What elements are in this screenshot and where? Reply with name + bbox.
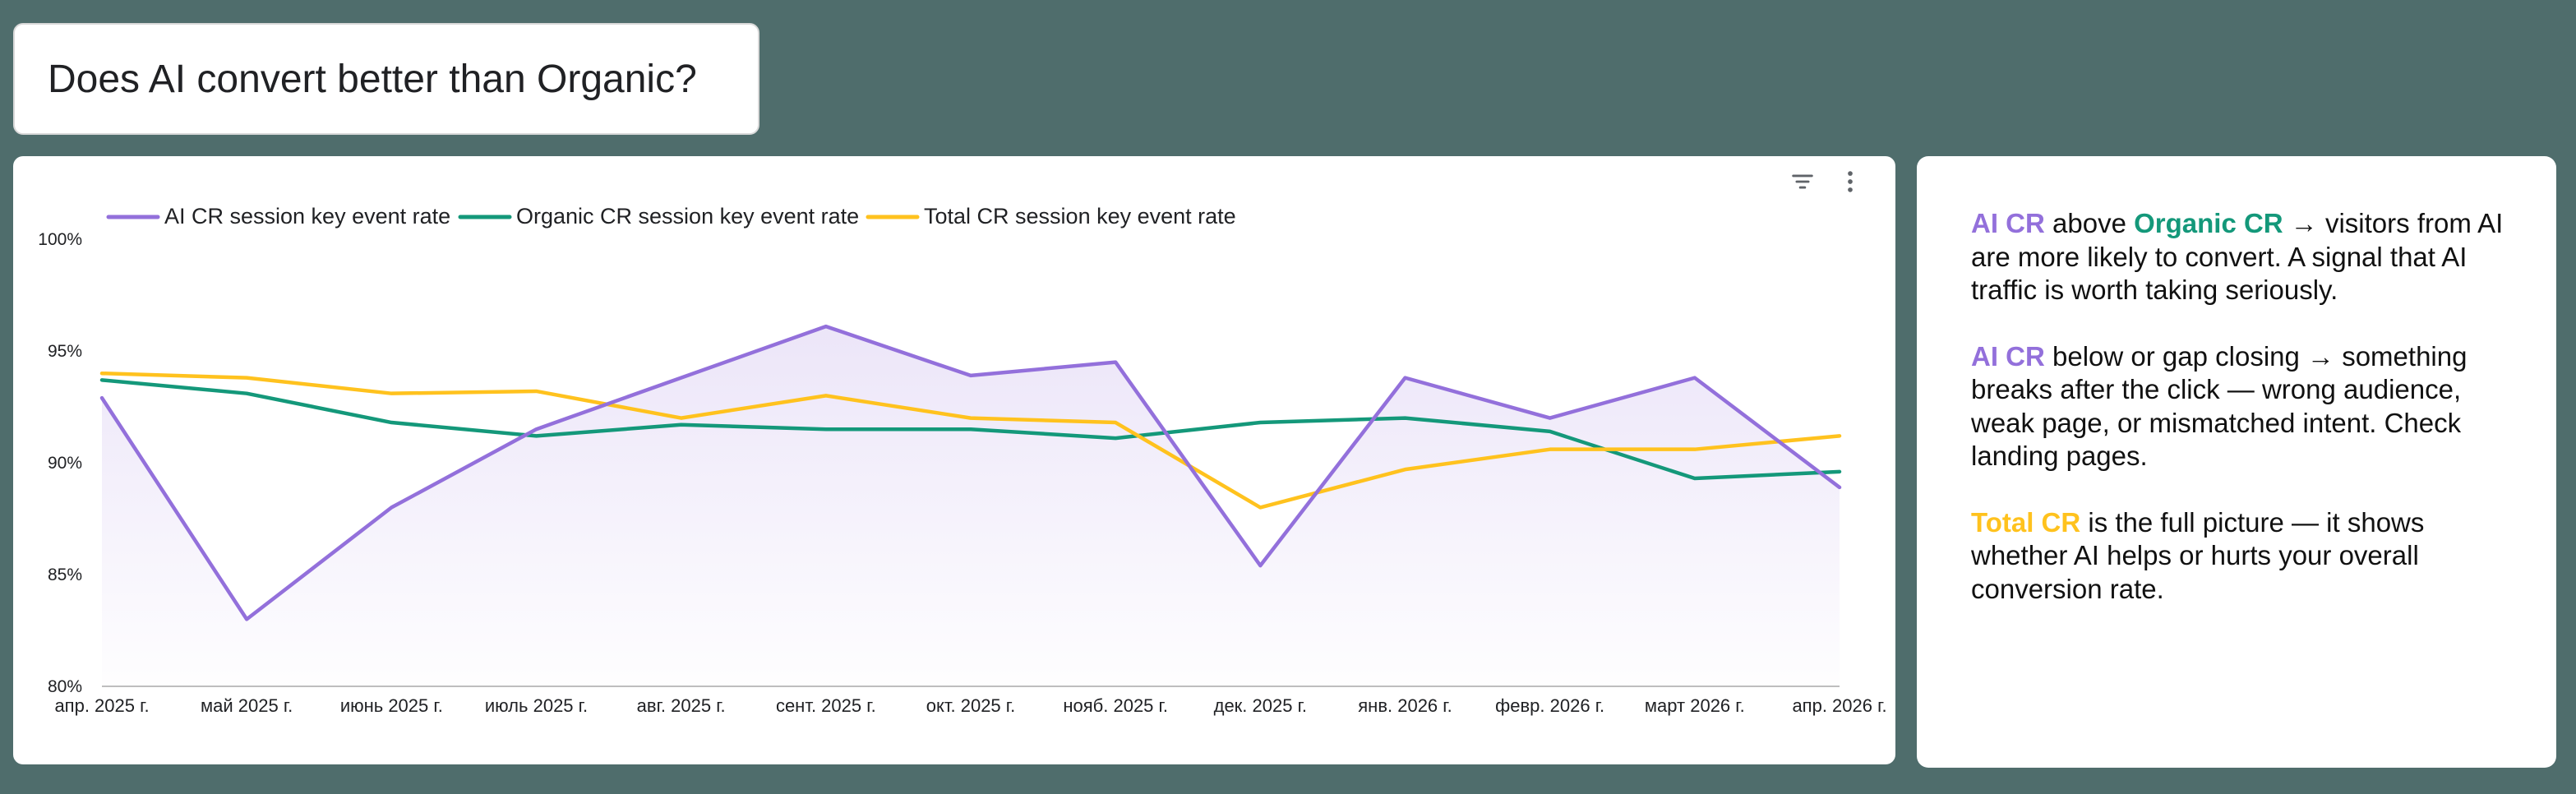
series-line-total [99, 371, 1842, 510]
x-tick-label: янв. 2026 г. [1358, 695, 1452, 716]
x-tick-label: авг. 2025 г. [637, 695, 726, 716]
series-line-organic [99, 378, 1842, 481]
legend-label-organic: Organic CR session key event rate [516, 204, 859, 229]
series-line-ai [99, 324, 1842, 621]
note-paragraph: Total CR is the full picture — it shows … [1971, 506, 2507, 607]
legend-label-ai: AI CR session key event rate [164, 204, 450, 229]
x-tick-label: май 2025 г. [201, 695, 293, 716]
y-tick-label: 95% [48, 342, 82, 361]
x-tick-label: июнь 2025 г. [340, 695, 443, 716]
ai-series-area [102, 326, 1840, 686]
note-highlight: Total CR [1971, 506, 2081, 538]
legend-label-total: Total CR session key event rate [924, 204, 1236, 229]
note-highlight: AI CR [1971, 340, 2045, 372]
x-tick-label: окт. 2025 г. [926, 695, 1015, 716]
note-text: is the full picture — it shows whether A… [1971, 506, 2425, 604]
y-tick-label: 100% [38, 230, 82, 249]
y-tick-label: 90% [48, 454, 82, 473]
title-card: Does AI convert better than Organic? [13, 23, 759, 135]
note-paragraph: AI CR above Organic CR → visitors from A… [1971, 207, 2507, 307]
note-highlight: AI CR [1971, 208, 2045, 238]
x-tick-label: дек. 2025 г. [1214, 695, 1307, 716]
more-vert-icon[interactable] [1836, 168, 1872, 204]
x-tick-label: февр. 2026 г. [1495, 695, 1604, 716]
note-text: below or gap closing → something breaks … [1971, 340, 2468, 472]
explanation-card: AI CR above Organic CR → visitors from A… [1917, 156, 2556, 768]
page-title: Does AI convert better than Organic? [48, 57, 697, 101]
x-tick-label: нояб. 2025 г. [1063, 695, 1168, 716]
x-tick-label: март 2026 г. [1645, 695, 1745, 716]
note-highlight: Organic CR [2134, 208, 2283, 238]
y-tick-label: 85% [48, 565, 82, 584]
x-tick-label: апр. 2026 г. [1792, 695, 1886, 716]
note-text: → visitors from AI are more likely to co… [1971, 208, 2504, 305]
note-text: above [2044, 208, 2135, 238]
y-tick-label: 80% [48, 677, 82, 696]
chart-card: 80% 85% 90% 95% 100% апр. 2025 г. май 2025 г. и… [13, 156, 1895, 764]
note-paragraph: AI CR below or gap closing → something b… [1971, 340, 2507, 473]
x-tick-label: апр. 2025 г. [54, 695, 149, 716]
x-tick-label: июль 2025 г. [485, 695, 588, 716]
filter-icon[interactable] [1789, 168, 1825, 204]
line-chart: 80% 85% 90% 95% 100% апр. 2025 г. май 2025 г. и… [38, 204, 1886, 716]
x-tick-label: сент. 2025 г. [776, 695, 876, 716]
